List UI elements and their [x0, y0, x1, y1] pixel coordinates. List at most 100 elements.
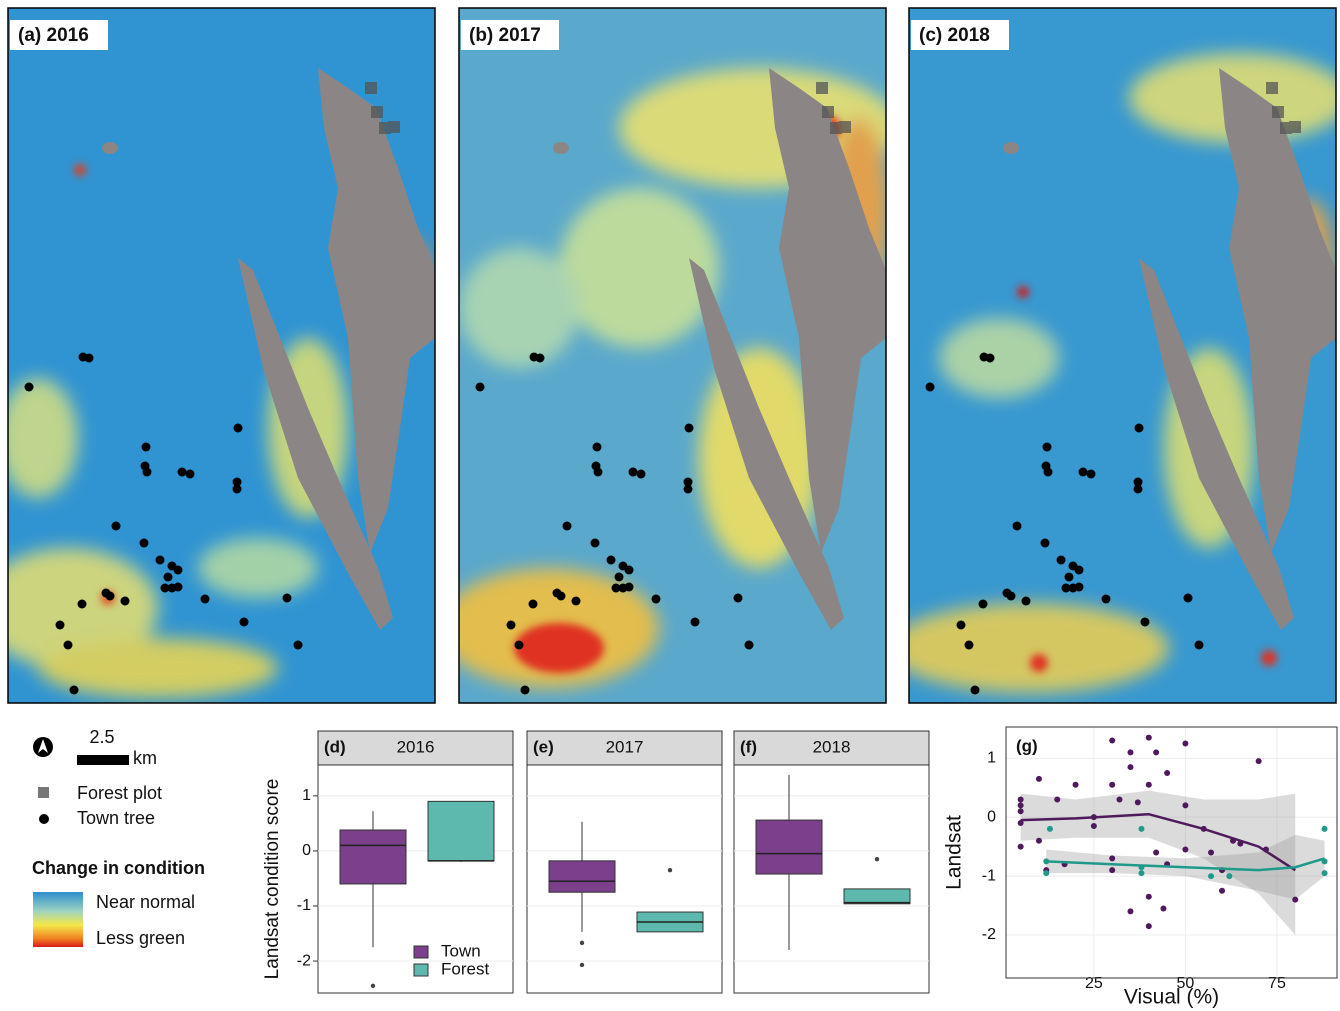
point: [1090, 822, 1097, 829]
facet-label: (f): [740, 737, 757, 756]
box: [843, 888, 911, 905]
point: [1072, 781, 1079, 788]
point: [1035, 837, 1042, 844]
legend-item: Forest plot: [77, 783, 162, 803]
y-tick-label: 0: [302, 842, 311, 859]
panel: [1005, 726, 1338, 979]
point: [1017, 820, 1024, 827]
y-tick-label: -2: [297, 952, 311, 969]
facet-label: (d): [324, 737, 346, 756]
point: [1182, 846, 1189, 853]
scale-value: 2.5: [89, 727, 114, 747]
panel-label: (g): [1016, 736, 1038, 755]
x-tick-label: 25: [1085, 975, 1103, 992]
point: [1226, 873, 1233, 880]
color-title: Change in condition: [32, 858, 205, 878]
point: [1208, 873, 1215, 880]
color-label: Near normal: [96, 892, 195, 912]
facet-strip: [733, 730, 930, 766]
point: [1127, 764, 1134, 771]
point: [1145, 781, 1152, 788]
facet-strip: [526, 730, 723, 766]
panel: [733, 764, 930, 994]
point: [1160, 905, 1167, 912]
point: [1321, 825, 1328, 832]
point: [1182, 802, 1189, 809]
outlier: [579, 962, 585, 968]
trend-line: [1046, 857, 1325, 872]
point: [1035, 775, 1042, 782]
point: [1109, 781, 1116, 788]
outlier: [874, 856, 880, 862]
x-axis-title: Visual (%): [1124, 986, 1219, 1009]
facet-label: (e): [533, 737, 554, 756]
outlier: [370, 983, 376, 989]
point: [1109, 737, 1116, 744]
legend-label: Town: [441, 941, 481, 960]
legend-item: Town tree: [77, 808, 155, 828]
confidence-band: [1020, 790, 1296, 935]
point: [1017, 802, 1024, 809]
point: [1208, 849, 1215, 856]
color-label: Less green: [96, 928, 185, 948]
box: [339, 829, 407, 885]
y-axis-title: Landsat: [943, 815, 966, 890]
box: [755, 819, 823, 875]
point: [1134, 799, 1141, 806]
facet-title: 2018: [813, 737, 851, 756]
map-label: (a) 2016: [18, 25, 89, 46]
point: [1321, 870, 1328, 877]
legend-label: Forest: [441, 959, 489, 978]
point: [1164, 769, 1171, 776]
y-tick-label: -1: [297, 897, 311, 914]
point: [1145, 923, 1152, 930]
point: [1054, 796, 1061, 803]
point: [1127, 749, 1134, 756]
point: [1017, 808, 1024, 815]
trend-line: [1020, 812, 1296, 872]
map-label: (b) 2017: [469, 25, 541, 46]
map-c: (c) 2018: [908, 7, 1337, 704]
map-a: (a) 2016: [7, 7, 436, 704]
point: [1153, 749, 1160, 756]
legend-key: [413, 945, 429, 959]
point: [1116, 796, 1123, 803]
y-tick-label: 1: [302, 787, 311, 804]
box: [427, 800, 495, 862]
map-legend: 2.5 km Forest plot Town tree Change in c…: [32, 727, 205, 948]
y-axis-title: Landsat condition score: [262, 779, 283, 980]
point: [1138, 870, 1145, 877]
outlier: [667, 867, 673, 873]
point: [1017, 843, 1024, 850]
point: [1145, 893, 1152, 900]
panel-border: [1005, 726, 1338, 979]
x-tick-label: 50: [1177, 975, 1195, 992]
point: [1182, 740, 1189, 747]
legend-key: [413, 963, 429, 977]
point: [1138, 825, 1145, 832]
facet-title: 2016: [397, 737, 435, 756]
point: [1109, 867, 1116, 874]
point: [1017, 796, 1024, 803]
map-b: (b) 2017: [458, 7, 887, 704]
box: [548, 860, 616, 893]
point: [1109, 855, 1116, 862]
y-tick-label: 1: [987, 749, 996, 766]
point: [1153, 849, 1160, 856]
point: [1255, 758, 1262, 765]
point: [1046, 825, 1053, 832]
x-tick-label: 75: [1268, 975, 1286, 992]
facet-title: 2017: [606, 737, 644, 756]
y-tick-label: -2: [982, 926, 996, 943]
y-tick-label: -1: [982, 867, 996, 884]
point: [1043, 870, 1050, 877]
point: [1145, 734, 1152, 741]
y-tick-label: 0: [987, 808, 996, 825]
point: [1292, 896, 1299, 903]
facet-strip: [317, 730, 514, 766]
map-label: (c) 2018: [919, 25, 990, 46]
point: [1127, 908, 1134, 915]
point: [1219, 887, 1226, 894]
